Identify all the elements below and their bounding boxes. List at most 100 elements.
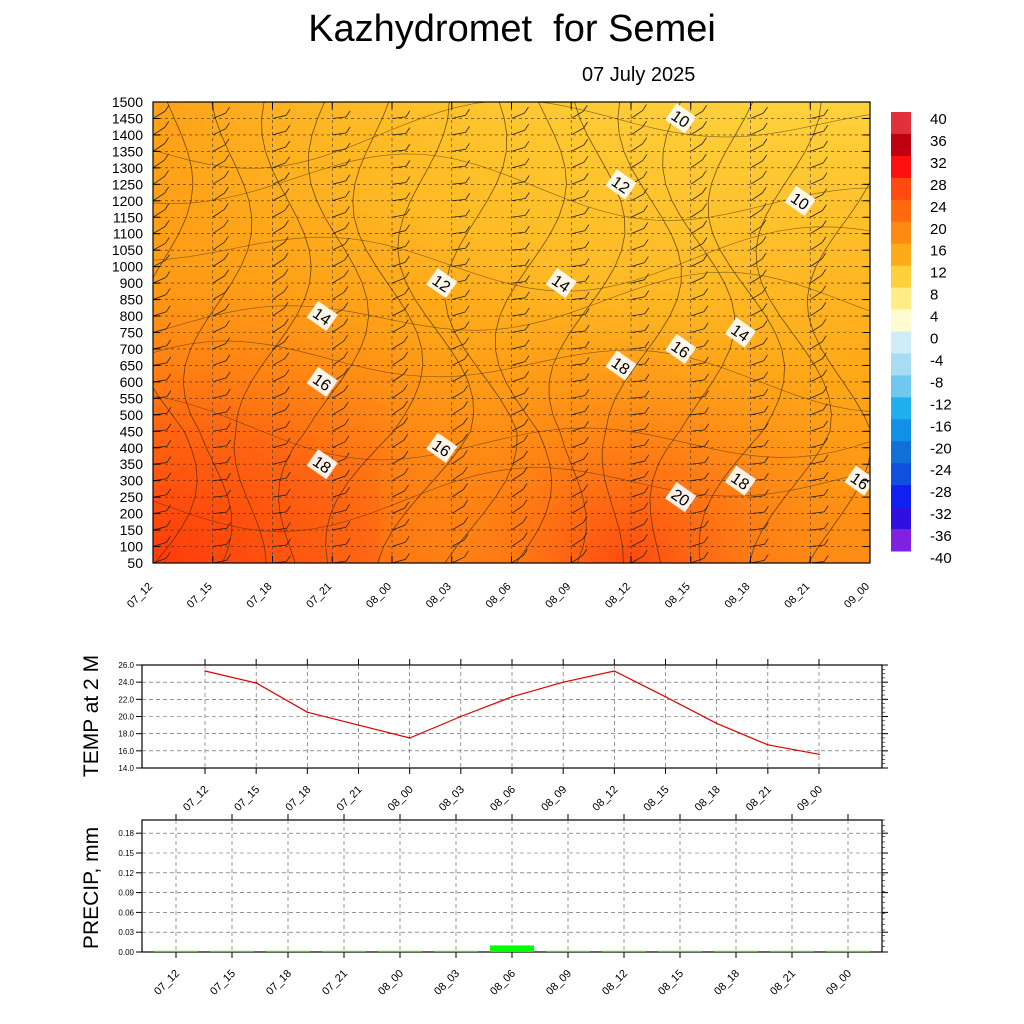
colorbar-swatch [891, 342, 911, 348]
x-tick-label: 07_15 [232, 784, 262, 814]
x-tick-label: 07_18 [283, 784, 313, 814]
colorbar: 4036322824201612840-4-8-12-16-20-24-28-3… [891, 111, 952, 567]
colorbar-label: 36 [930, 133, 947, 150]
colorbar-swatch [891, 128, 911, 134]
colorbar-swatch [891, 524, 911, 530]
colorbar-swatch [891, 183, 911, 189]
precip-bar [210, 951, 254, 952]
x-tick-label: 08_18 [723, 581, 753, 611]
precip-bar [266, 951, 310, 952]
y-axis-label-temp: TEMP at 2 M [80, 655, 103, 777]
wind-barb [870, 385, 886, 398]
x-tick-label: 08_03 [424, 581, 454, 611]
precip-bar [490, 945, 534, 952]
colorbar-label: 28 [930, 177, 947, 194]
temperature-chart: 26.024.022.020.018.016.014.007_12 07_15 07… [80, 655, 888, 814]
x-tick-label: 08_21 [744, 784, 774, 814]
precip-bar [154, 951, 198, 952]
colorbar-swatch [891, 227, 911, 233]
y-tick-label: 0.09 [118, 889, 134, 898]
x-tick-label: 07_12 [181, 784, 211, 814]
wind-barb [870, 127, 888, 135]
precip-bar [658, 951, 702, 952]
wind-barb [870, 368, 886, 382]
colorbar-swatch [891, 249, 911, 255]
y-tick-label: 18.0 [118, 730, 134, 739]
y-tick-label: 250 [120, 489, 144, 505]
colorbar-swatch [891, 485, 911, 491]
y-tick-label: 300 [120, 473, 144, 489]
wind-barb [870, 270, 886, 283]
colorbar-swatch [891, 150, 911, 156]
colorbar-swatch [891, 392, 911, 398]
colorbar-swatch [891, 425, 911, 431]
colorbar-swatch [891, 326, 911, 332]
y-axis-label-precip: PRECIP, mm [80, 827, 103, 949]
colorbar-swatch [891, 156, 911, 162]
wind-barb [512, 90, 529, 102]
colorbar-swatch [891, 205, 911, 211]
precip-bar [546, 951, 590, 952]
x-tick-label: 08_09 [543, 581, 573, 611]
colorbar-swatch [891, 496, 911, 502]
temp-series-line [205, 671, 819, 754]
y-tick-label: 900 [120, 275, 144, 291]
colorbar-swatch [891, 112, 911, 118]
wind-barb [870, 207, 887, 218]
y-tick-label: 600 [120, 374, 144, 390]
colorbar-swatch [891, 189, 911, 195]
precip-bar [770, 951, 814, 952]
y-tick-label: 1100 [113, 226, 143, 242]
colorbar-swatch [891, 172, 911, 178]
precipitation-chart: 0.18 0.15 0.12 0.09 0.06 0.03 0.00 07_12 07_15 07… [80, 814, 888, 998]
colorbar-label: 20 [930, 221, 947, 238]
x-tick-label: 09_00 [842, 581, 872, 611]
x-tick-label: 07_18 [245, 581, 275, 611]
temp-point [358, 724, 360, 726]
wind-barb [870, 555, 888, 563]
y-tick-label: 1400 [112, 127, 143, 143]
y-tick-label: 100 [120, 539, 144, 555]
wind-barb [870, 111, 888, 119]
colorbar-label: -36 [930, 528, 952, 545]
y-tick-label: 20.0 [118, 713, 134, 722]
colorbar-swatch [891, 233, 911, 239]
x-tick-label: 08_21 [768, 968, 798, 998]
colorbar-swatch [891, 271, 911, 277]
wind-barb [571, 88, 587, 102]
x-tick-label: 08_06 [488, 968, 518, 998]
wind-barb [870, 453, 887, 464]
colorbar-swatch [891, 491, 911, 497]
wind-barb [273, 93, 291, 102]
wind-barb [870, 487, 887, 497]
colorbar-swatch [891, 200, 911, 206]
temp-point [614, 670, 616, 672]
wind-barb [870, 302, 886, 316]
x-tick-label: 08_12 [603, 581, 633, 611]
colorbar-swatch [891, 408, 911, 414]
colorbar-swatch [891, 353, 911, 359]
colorbar-label: -32 [930, 506, 952, 523]
x-tick-label: 08_06 [484, 581, 514, 611]
temp-point [818, 753, 820, 755]
x-tick-label: 07_12 [152, 968, 182, 998]
wind-barb [870, 402, 886, 415]
colorbar-swatch [891, 348, 911, 354]
x-tick-label: 08_15 [642, 784, 672, 814]
colorbar-swatch [891, 447, 911, 453]
x-tick-label: 08_00 [376, 968, 406, 998]
colorbar-swatch [891, 375, 911, 381]
colorbar-label: 8 [930, 287, 938, 304]
colorbar-swatch [891, 139, 911, 145]
colorbar-swatch [891, 211, 911, 217]
colorbar-swatch [891, 123, 911, 129]
colorbar-swatch [891, 540, 911, 546]
colorbar-swatch [891, 381, 911, 387]
x-tick-label: 07_15 [208, 968, 238, 998]
wind-barb [332, 95, 350, 102]
y-tick-label: 700 [120, 341, 144, 357]
y-tick-label: 650 [120, 357, 144, 373]
colorbar-swatch [891, 293, 911, 299]
wind-barb [213, 91, 230, 102]
wind-barb [870, 222, 887, 233]
